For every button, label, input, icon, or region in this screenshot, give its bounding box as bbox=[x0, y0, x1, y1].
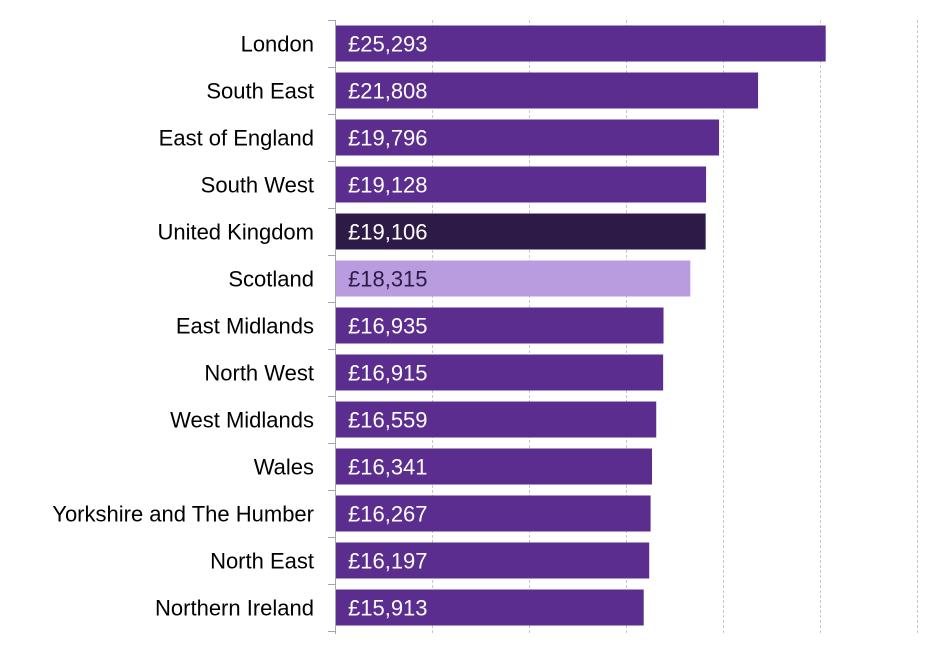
bar-value-label: £16,915 bbox=[348, 361, 428, 386]
category-label: West Midlands bbox=[170, 408, 314, 433]
category-label: North East bbox=[210, 549, 314, 574]
bar bbox=[336, 72, 759, 109]
category-label: South West bbox=[201, 173, 314, 198]
bar bbox=[336, 119, 720, 156]
bar-value-label: £25,293 bbox=[348, 32, 428, 57]
bar-value-label: £16,267 bbox=[348, 502, 428, 527]
bar-value-label: £19,128 bbox=[348, 173, 428, 198]
category-axis bbox=[328, 20, 336, 634]
bar bbox=[336, 401, 657, 438]
bar bbox=[336, 354, 664, 391]
bar bbox=[336, 542, 650, 579]
bar-value-label: £16,935 bbox=[348, 314, 428, 339]
category-label: Yorkshire and The Humber bbox=[52, 502, 314, 527]
category-labels: London South East East of England South Wes… bbox=[52, 32, 314, 621]
category-label: East Midlands bbox=[176, 314, 314, 339]
bar-value-label: £18,315 bbox=[348, 267, 428, 292]
bar bbox=[336, 448, 653, 485]
bar bbox=[336, 25, 826, 62]
category-label: Wales bbox=[254, 455, 314, 480]
bar-value-label: £21,808 bbox=[348, 79, 428, 104]
bar bbox=[336, 260, 691, 297]
bar bbox=[336, 495, 651, 532]
category-label: United Kingdom bbox=[157, 220, 314, 245]
bar-value-label: £16,559 bbox=[348, 408, 428, 433]
bar-value-label: £15,913 bbox=[348, 596, 428, 621]
category-label: Scotland bbox=[228, 267, 314, 292]
category-label: East of England bbox=[159, 126, 314, 151]
category-label: North West bbox=[204, 361, 314, 386]
bar bbox=[336, 213, 706, 250]
bar bbox=[336, 589, 644, 626]
bar-value-label: £16,341 bbox=[348, 455, 428, 480]
category-label: Northern Ireland bbox=[155, 596, 314, 621]
bar-value-label: £16,197 bbox=[348, 549, 428, 574]
bar-value-label: £19,106 bbox=[348, 220, 428, 245]
category-label: South East bbox=[206, 79, 314, 104]
bar bbox=[336, 307, 664, 344]
bar-value-label: £19,796 bbox=[348, 126, 428, 151]
bar bbox=[336, 166, 707, 203]
category-label: London bbox=[241, 32, 314, 57]
bars: £25,293 £21,808 £19,796 £19,128 £19,106 £18,3… bbox=[336, 25, 826, 626]
